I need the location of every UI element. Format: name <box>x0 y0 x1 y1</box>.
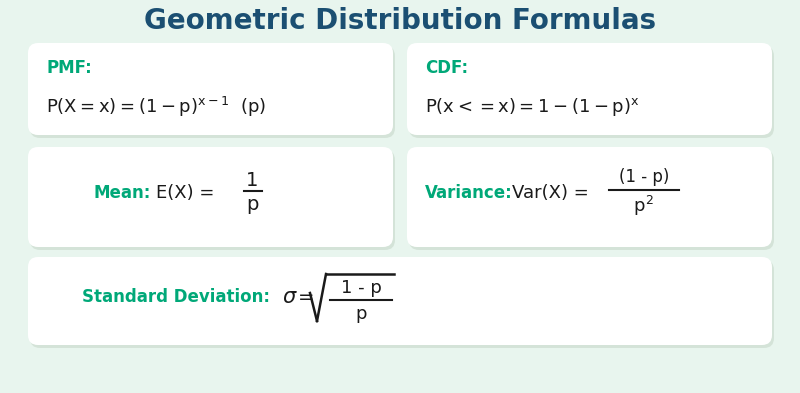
Text: $\mathdefault{P(x <= x) = 1 - (1 - p)^{x}}$: $\mathdefault{P(x <= x) = 1 - (1 - p)^{x… <box>425 96 639 118</box>
Text: Geometric Distribution Formulas: Geometric Distribution Formulas <box>144 7 656 35</box>
Text: CDF:: CDF: <box>425 59 468 77</box>
Text: Var(X) =: Var(X) = <box>512 184 594 202</box>
Text: (1 - p): (1 - p) <box>619 168 669 186</box>
FancyBboxPatch shape <box>28 257 772 345</box>
Text: 1 - p: 1 - p <box>341 279 382 297</box>
FancyBboxPatch shape <box>409 46 774 138</box>
FancyBboxPatch shape <box>409 150 774 250</box>
Text: 1: 1 <box>246 171 258 189</box>
FancyBboxPatch shape <box>30 46 395 138</box>
FancyBboxPatch shape <box>407 43 772 135</box>
Text: =: = <box>298 288 314 307</box>
Text: PMF:: PMF: <box>46 59 92 77</box>
Text: p: p <box>246 195 258 213</box>
Text: $\sigma$: $\sigma$ <box>282 287 298 307</box>
FancyBboxPatch shape <box>28 147 393 247</box>
Text: E(X) =: E(X) = <box>155 184 220 202</box>
FancyBboxPatch shape <box>30 260 774 348</box>
FancyBboxPatch shape <box>407 147 772 247</box>
Text: Standard Deviation:: Standard Deviation: <box>82 288 270 306</box>
FancyBboxPatch shape <box>28 43 393 135</box>
Text: Mean:: Mean: <box>93 184 150 202</box>
Text: p: p <box>355 305 366 323</box>
Text: Variance:: Variance: <box>425 184 513 202</box>
Text: 2: 2 <box>645 193 653 206</box>
Text: p: p <box>634 197 645 215</box>
FancyBboxPatch shape <box>30 150 395 250</box>
Text: $\mathdefault{P(X = x) = (1 - p)^{x-1}\ \ (p)}$: $\mathdefault{P(X = x) = (1 - p)^{x-1}\ … <box>46 95 266 119</box>
